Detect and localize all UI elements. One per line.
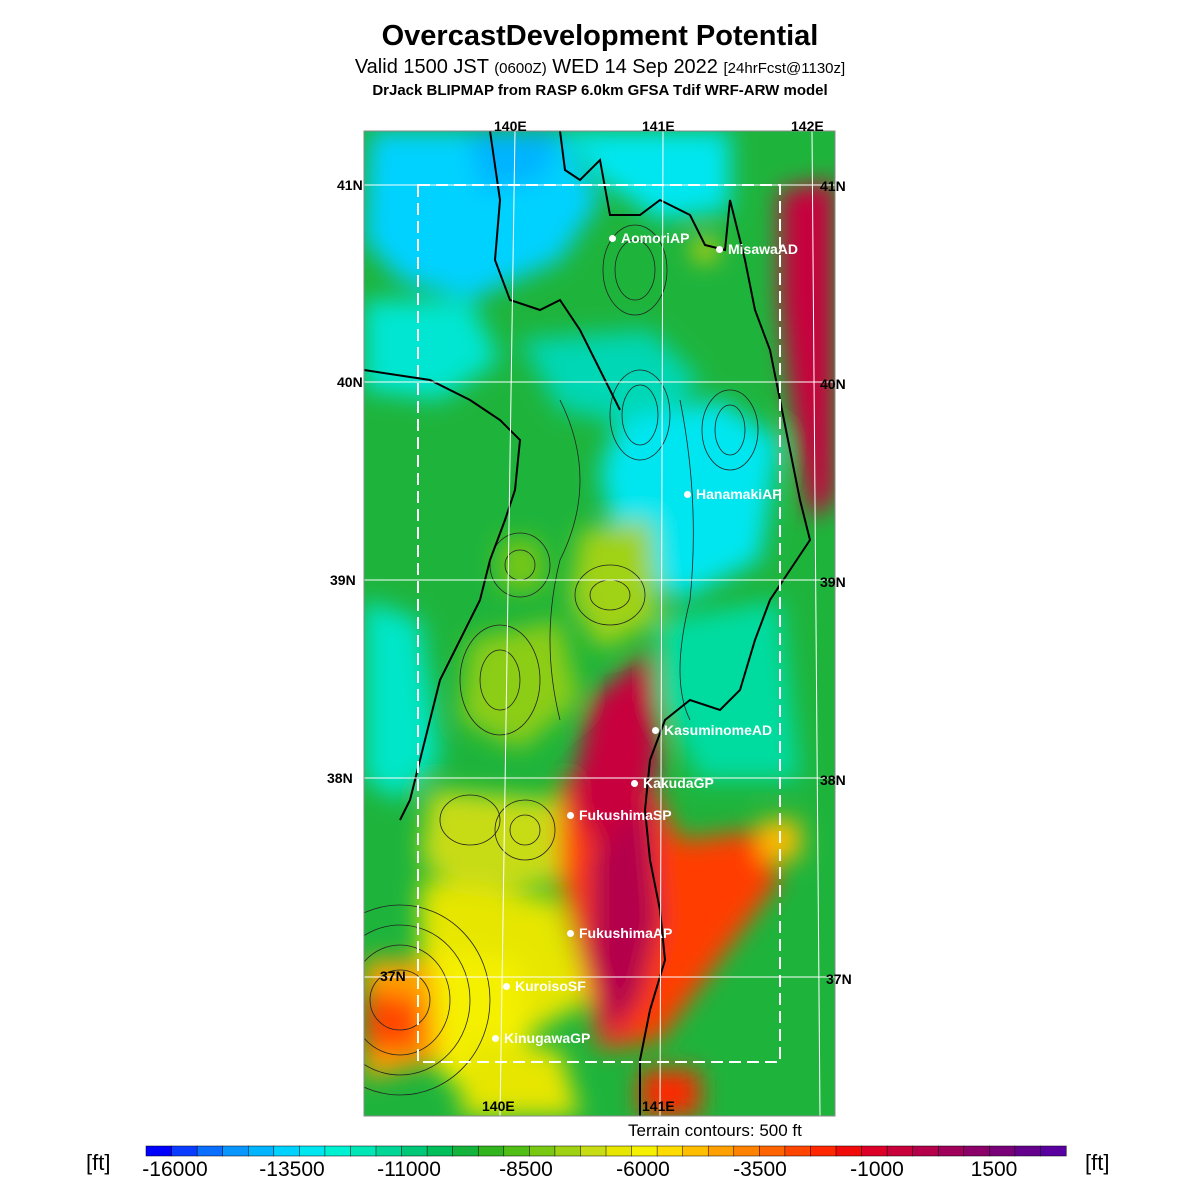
colorbar-swatch: [656, 1145, 684, 1157]
colorbar-swatch: [145, 1145, 173, 1157]
colorbar-swatch: [580, 1145, 607, 1157]
colorbar-tick-label: -11000: [377, 1158, 441, 1181]
colorbar-swatch: [1040, 1145, 1067, 1157]
map-title: OvercastDevelopment Potential: [381, 20, 819, 52]
colorbar-swatch: [937, 1145, 965, 1157]
colorbar-swatch: [759, 1145, 786, 1157]
valid-time-subtitle: Valid 1500 JST (0600Z) WED 14 Sep 2022 […: [354, 56, 846, 78]
station-marker: [716, 246, 723, 253]
lat-right-label: 37N: [826, 971, 852, 987]
colorbar-swatch: [733, 1145, 760, 1157]
colorbar-swatch: [171, 1145, 198, 1157]
lon-bottom-label: 141E: [642, 1098, 675, 1114]
colorbar-swatch: [912, 1145, 939, 1157]
station-label: AomoriAP: [621, 230, 690, 246]
station-marker: [684, 491, 691, 498]
lat-left-label: 37N: [380, 968, 406, 984]
station-marker: [631, 780, 638, 787]
lat-right-label: 40N: [820, 376, 846, 392]
colorbar-unit-right: [ft]: [1085, 1150, 1110, 1175]
colorbar-swatch: [810, 1145, 837, 1157]
colorbar-swatch: [375, 1145, 403, 1157]
lat-left-label: 39N: [330, 572, 356, 588]
colorbar-swatch: [605, 1145, 633, 1157]
terrain-contours: [364, 224, 759, 1096]
terrain-contour-note: Terrain contours: 500 ft: [628, 1121, 802, 1140]
station-label: FukushimaAP: [579, 925, 673, 941]
colorbar-swatch: [503, 1145, 530, 1157]
colorbar-swatch: [401, 1145, 428, 1157]
colorbar-swatch: [835, 1145, 863, 1157]
colorbar-swatch: [324, 1145, 351, 1157]
lon-top-label: 141E: [642, 118, 675, 134]
colorbar-tick-label: 1500: [970, 1158, 1018, 1181]
colorbar-swatch: [1014, 1145, 1041, 1157]
colorbar-swatch: [861, 1145, 888, 1157]
colorbar-swatch: [707, 1145, 735, 1157]
station-label: FukushimaSP: [579, 807, 672, 823]
model-description: DrJack BLIPMAP from RASP 6.0km GFSA Tdif…: [372, 82, 828, 99]
colorbar-tick-label: -16000: [142, 1158, 208, 1181]
lon-bottom-label: 140E: [482, 1098, 515, 1114]
lat-left-label: 38N: [327, 770, 353, 786]
colorbar-swatch: [529, 1145, 556, 1157]
colorbar-swatch: [477, 1145, 505, 1157]
lat-right-label: 38N: [820, 772, 846, 788]
colorbar-swatch: [631, 1145, 658, 1157]
inner-domain-box: [417, 184, 781, 1063]
lat-right-label: 41N: [820, 178, 846, 194]
colorbar-swatch: [273, 1145, 300, 1157]
colorbar-tick-label: -6000: [616, 1158, 670, 1181]
station-label: MisawaAD: [728, 241, 799, 257]
coastline: [559, 131, 812, 1116]
lat-left-label: 40N: [337, 374, 363, 390]
station-label: KakudaGP: [643, 775, 714, 791]
colorbar-swatch: [426, 1145, 454, 1157]
lat-right-label: 39N: [820, 574, 846, 590]
station-marker: [609, 235, 616, 242]
station-marker: [503, 983, 510, 990]
colorbar-swatch: [222, 1145, 249, 1157]
colorbar-unit-left: [ft]: [86, 1150, 111, 1175]
colorbar-swatch: [886, 1145, 914, 1157]
colorbar-swatch: [247, 1145, 275, 1157]
colorbar-swatch: [963, 1145, 990, 1157]
lat-left-label: 41N: [337, 177, 363, 193]
station-label: HanamakiAP: [696, 486, 782, 502]
colorbar-swatch: [452, 1145, 479, 1157]
station-label: KinugawaGP: [504, 1030, 591, 1046]
station-marker: [567, 812, 574, 819]
colorbar: [145, 1145, 1067, 1157]
colorbar-swatch: [784, 1145, 811, 1157]
colorbar-tick-label: -3500: [733, 1158, 787, 1181]
colorbar-swatch: [299, 1145, 326, 1157]
colorbar-swatch: [682, 1145, 709, 1157]
colorbar-swatch: [350, 1145, 377, 1157]
filled-field: [364, 131, 835, 1116]
station-label: KuroisoSF: [515, 978, 586, 994]
station-marker: [567, 930, 574, 937]
colorbar-tick-label: -13500: [259, 1158, 325, 1181]
colorbar-tick-label: -8500: [499, 1158, 553, 1181]
colorbar-swatch: [196, 1145, 224, 1157]
colorbar-swatch: [989, 1145, 1016, 1157]
colorbar-swatch: [554, 1145, 581, 1157]
lon-top-label: 140E: [494, 118, 527, 134]
station-marker: [492, 1035, 499, 1042]
colorbar-tick-label: -1000: [850, 1158, 904, 1181]
station-label: KasuminomeAD: [664, 722, 773, 738]
station-marker: [652, 727, 659, 734]
lon-top-label: 142E: [791, 118, 824, 134]
